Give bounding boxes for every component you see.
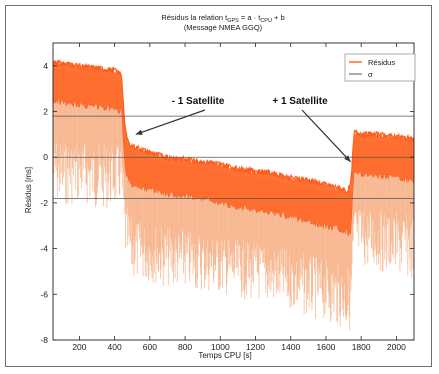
x-tick-label: 1000	[211, 342, 230, 352]
svg-text:+ 1 Satellite: + 1 Satellite	[272, 96, 328, 107]
x-tick-label: 200	[72, 342, 86, 352]
annotation-arrow-1	[301, 109, 352, 163]
y-tick-label: 4	[43, 61, 48, 71]
chart-title-line1: Résidus la relation tGPS = a · tCPU + b	[161, 13, 284, 24]
x-axis-label: Temps CPU [s]	[198, 351, 251, 360]
x-tick-label: 2000	[387, 342, 406, 352]
x-tick-label: 600	[143, 342, 157, 352]
svg-text:- 1 Satellite: - 1 Satellite	[172, 96, 225, 107]
legend-label-sigma: σ	[368, 70, 373, 79]
y-axis-label: Résidus [ms]	[24, 167, 33, 213]
x-tick-label: 800	[178, 342, 192, 352]
x-tick-label: 1400	[281, 342, 300, 352]
chart-title-line2: (Message NMEA GGQ)	[184, 23, 263, 32]
legend: Résidus σ	[344, 53, 416, 82]
x-tick-label: 1600	[316, 342, 335, 352]
y-tick-label: -6	[40, 289, 48, 299]
annotation-arrow-0	[135, 109, 206, 135]
y-tick-label: 2	[43, 107, 48, 117]
y-tick-label: -8	[40, 335, 48, 345]
legend-label-residus: Résidus	[368, 58, 395, 67]
annotation-arrowhead-0	[135, 129, 143, 135]
y-tick-label: -2	[40, 198, 48, 208]
annotation-plus-one-satellite: + 1 Satellite	[272, 96, 328, 107]
x-tick-label: 1200	[246, 342, 265, 352]
y-tick-label: 0	[43, 152, 48, 162]
annotation-minus-one-satellite: - 1 Satellite	[172, 96, 225, 107]
x-tick-label: 1800	[352, 342, 371, 352]
annotation-arrowhead-1	[344, 155, 351, 162]
residus-line	[52, 58, 415, 194]
x-tick-label: 400	[108, 342, 122, 352]
plot-frame	[52, 42, 415, 341]
y-tick-label: -4	[40, 244, 48, 254]
